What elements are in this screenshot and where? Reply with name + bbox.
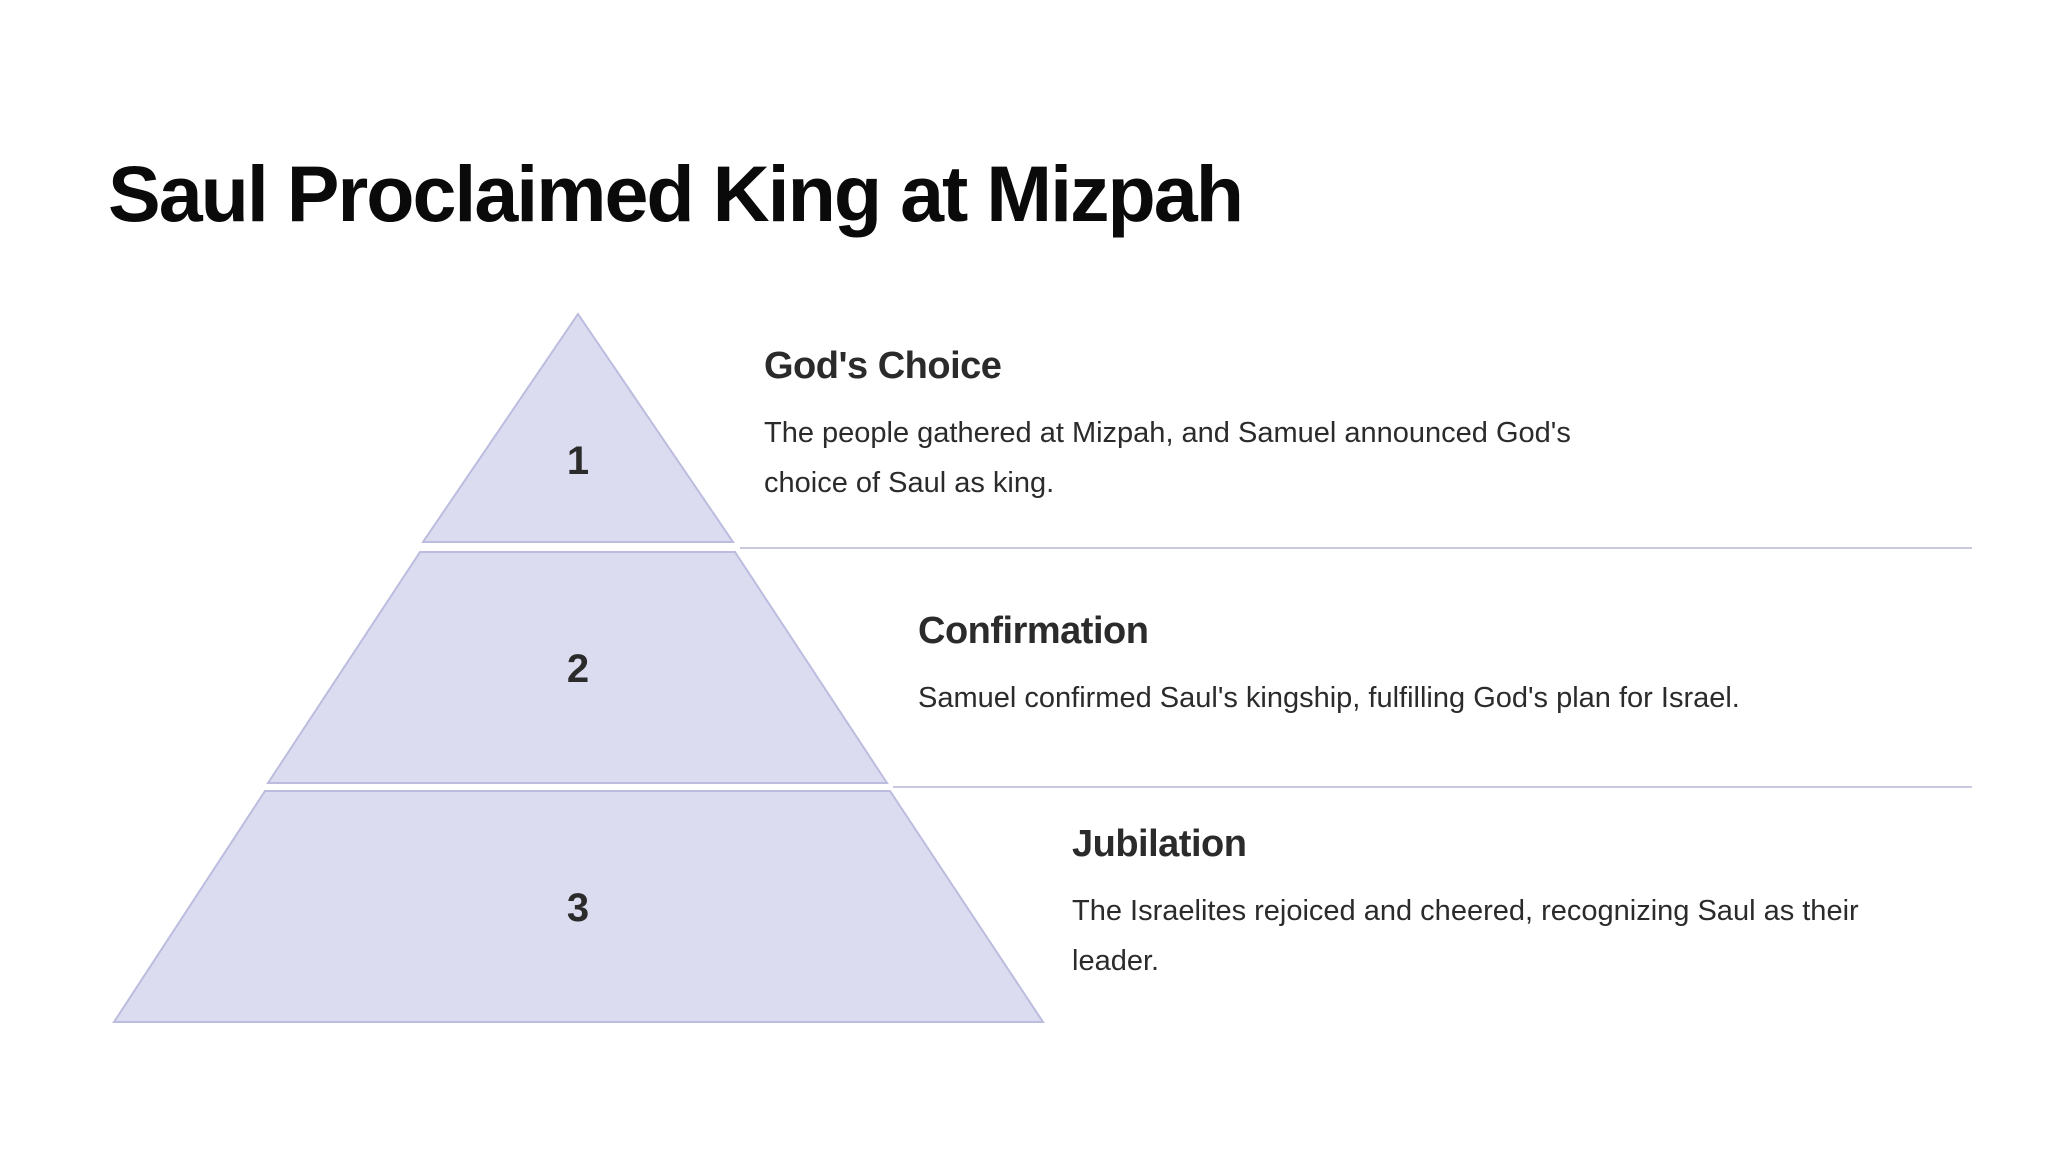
- pyramid-tier-3: 3: [112, 790, 1045, 1023]
- tier-2-description: Samuel confirmed Saul's kingship, fulfil…: [918, 681, 1740, 714]
- tier-3-description: The Israelites rejoiced and cheered, rec…: [1072, 894, 1859, 977]
- tier-2-heading: Confirmation: [918, 610, 1149, 652]
- tier-1-description: The people gathered at Mizpah, and Samue…: [764, 416, 1571, 499]
- tier-1-text: God's Choice The people gathered at Mizp…: [764, 344, 1624, 508]
- pyramid-tier-1: 1: [421, 312, 735, 543]
- tier-1-shape: [421, 312, 735, 543]
- page-title: Saul Proclaimed King at Mizpah: [108, 149, 1244, 238]
- tier-2-text: Confirmation Samuel confirmed Saul's kin…: [918, 609, 1778, 723]
- tier-3-heading: Jubilation: [1072, 823, 1247, 865]
- tier-2-number: 2: [567, 647, 589, 691]
- pyramid-tier-2: 2: [266, 551, 889, 784]
- tier-1-heading: God's Choice: [764, 345, 1002, 387]
- tier-3-text: Jubilation The Israelites rejoiced and c…: [1072, 822, 1932, 986]
- tier-1-number: 1: [567, 439, 589, 483]
- tier-3-number: 3: [567, 886, 589, 930]
- tier-2-shape: [266, 551, 889, 784]
- tier-3-shape: [112, 790, 1045, 1023]
